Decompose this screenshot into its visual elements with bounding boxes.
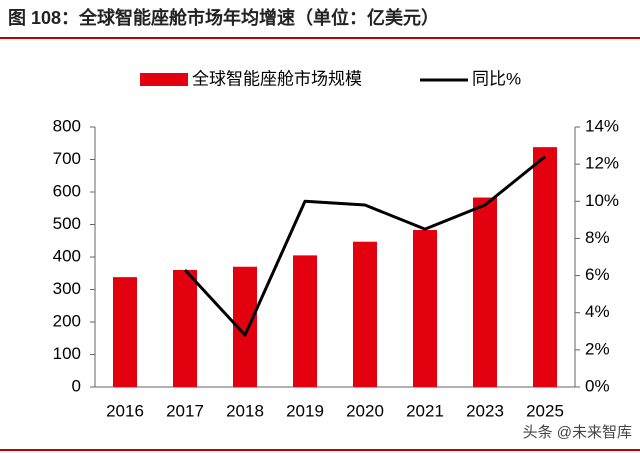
y2-tick-label: 12% [585, 154, 619, 173]
y-tick-label: 500 [53, 214, 81, 233]
bar [173, 270, 197, 387]
bar [353, 241, 377, 387]
y2-tick-label: 6% [585, 265, 610, 284]
y2-tick-label: 14% [585, 116, 619, 135]
bar [293, 255, 317, 387]
y2-tick-label: 8% [585, 228, 610, 247]
bar [533, 147, 557, 387]
y-tick-label: 600 [53, 181, 81, 200]
x-tick-label: 2018 [226, 401, 264, 420]
x-tick-label: 2023 [466, 401, 504, 420]
watermark: 头条 @未来智库 [523, 423, 632, 441]
y2-tick-label: 2% [585, 339, 610, 358]
legend-label: 全球智能座舱市场规模 [192, 69, 362, 88]
legend-swatch [140, 73, 188, 86]
bar [473, 197, 497, 387]
bar [113, 277, 137, 387]
bar [413, 230, 437, 387]
y-tick-label: 0 [72, 376, 81, 395]
x-tick-label: 2016 [106, 401, 144, 420]
y-tick-label: 300 [53, 279, 81, 298]
y2-tick-label: 10% [585, 191, 619, 210]
chart-title: 图 108：全球智能座舱市场年均增速（单位：亿美元） [8, 7, 439, 28]
x-tick-label: 2020 [346, 401, 384, 420]
y-tick-label: 400 [53, 246, 81, 265]
x-tick-label: 2019 [286, 401, 324, 420]
y2-tick-label: 4% [585, 302, 610, 321]
x-tick-label: 2017 [166, 401, 204, 420]
y2-tick-label: 0% [585, 376, 610, 395]
legend-label: 同比% [472, 69, 521, 88]
y-tick-label: 100 [53, 344, 81, 363]
y-tick-label: 700 [53, 149, 81, 168]
line [183, 155, 546, 337]
x-tick-label: 2021 [406, 401, 444, 420]
y-tick-label: 800 [53, 116, 81, 135]
x-tick-label: 2025 [526, 401, 564, 420]
y-tick-label: 200 [53, 311, 81, 330]
